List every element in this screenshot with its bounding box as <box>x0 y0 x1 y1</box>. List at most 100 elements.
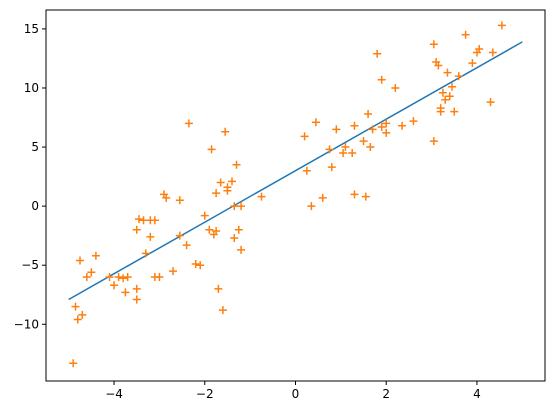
scatter-point <box>486 98 495 107</box>
scatter-point <box>448 82 457 91</box>
scatter-point <box>78 310 87 319</box>
scatter-point <box>182 241 191 250</box>
scatter-point <box>497 21 506 30</box>
scatter-point <box>391 83 400 92</box>
x-tick-label: −4 <box>105 387 123 401</box>
scatter-point <box>382 119 391 128</box>
scatter-point <box>377 122 386 131</box>
y-tick-label: 0 <box>31 199 39 213</box>
scatter-point <box>488 48 497 57</box>
scatter-point <box>134 215 143 224</box>
scatter-point <box>475 44 484 53</box>
scatter-point <box>429 40 438 49</box>
scatter-point <box>450 107 459 116</box>
scatter-point <box>175 196 184 205</box>
scatter-point <box>230 202 239 211</box>
y-tick-label: −10 <box>14 317 39 331</box>
scatter-point <box>339 148 348 157</box>
scatter-point <box>132 225 141 234</box>
y-tick-label: 10 <box>24 81 39 95</box>
scatter-point <box>436 104 445 113</box>
scatter-point <box>121 288 130 297</box>
scatter-point <box>184 119 193 128</box>
scatter-point <box>227 177 236 186</box>
scatter-point <box>332 125 341 134</box>
scatter-point <box>398 121 407 130</box>
scatter-point <box>212 226 221 235</box>
scatter-point <box>300 132 309 141</box>
scatter-point <box>82 273 91 282</box>
y-tick-label: −5 <box>21 258 39 272</box>
scatter-point <box>139 216 148 225</box>
scatter-point <box>237 245 246 254</box>
scatter-point <box>169 267 178 276</box>
scatter-point <box>325 145 334 154</box>
scatter-point <box>132 295 141 304</box>
scatter-point <box>132 284 141 293</box>
scatter-point <box>87 268 96 277</box>
scatter-point <box>307 202 316 211</box>
scatter-point <box>311 118 320 127</box>
scatter-point <box>119 274 128 283</box>
scatter-point <box>200 211 209 220</box>
scatter-point <box>218 306 227 315</box>
scatter-point <box>110 281 119 290</box>
scatter-point <box>461 30 470 39</box>
scatter-point <box>73 315 82 324</box>
x-tick-label: 2 <box>382 387 390 401</box>
y-axis: −10 −5 0 5 10 15 <box>14 22 46 331</box>
scatter-point <box>175 231 184 240</box>
scatter-point <box>91 251 100 260</box>
scatter-point <box>141 249 150 258</box>
scatter-point <box>359 137 368 146</box>
scatter-point <box>341 143 350 152</box>
scatter-point <box>302 166 311 175</box>
scatter-point <box>318 193 327 202</box>
scatter-point <box>216 178 225 187</box>
scatter-point <box>409 117 418 126</box>
scatter-point <box>234 225 243 234</box>
scatter-point <box>221 127 230 136</box>
scatter-point <box>146 232 155 241</box>
scatter-point <box>69 359 78 368</box>
scatter-point <box>146 216 155 225</box>
scatter-point <box>214 284 223 293</box>
scatter-point <box>76 256 85 265</box>
scatter-point <box>155 273 164 282</box>
scatter-point <box>434 61 443 70</box>
scatter-point <box>205 225 214 234</box>
scatter-point <box>114 273 123 282</box>
scatter-point <box>348 148 357 157</box>
x-tick-label: 0 <box>292 387 300 401</box>
axes-frame <box>45 9 546 382</box>
scatter-point <box>429 137 438 146</box>
scatter-point <box>438 88 447 97</box>
scatter-point <box>257 192 266 201</box>
scatter-point <box>443 68 452 77</box>
scatter-point <box>350 190 359 199</box>
scatter-point <box>237 202 246 211</box>
scatter-point <box>368 125 377 134</box>
scatter-point <box>377 75 386 84</box>
y-tick-label: 15 <box>24 22 39 36</box>
scatter-point <box>441 95 450 104</box>
scatter-point <box>162 193 171 202</box>
scatter-point <box>191 260 200 269</box>
plot-content <box>68 21 523 368</box>
x-tick-label: 4 <box>473 387 481 401</box>
scatter-point <box>382 128 391 137</box>
scatter-point <box>350 121 359 130</box>
scatter-point <box>71 302 80 311</box>
x-tick-label: −2 <box>196 387 214 401</box>
y-tick-label: 5 <box>31 140 39 154</box>
scatter-point <box>361 192 370 201</box>
scatter-point <box>454 72 463 81</box>
scatter-point <box>366 143 375 152</box>
scatter-point <box>212 189 221 198</box>
scatter-point <box>230 234 239 243</box>
scatter-point <box>327 163 336 172</box>
scatter-point <box>445 92 454 101</box>
scatter-point <box>196 261 205 270</box>
scatter-point <box>223 183 232 192</box>
